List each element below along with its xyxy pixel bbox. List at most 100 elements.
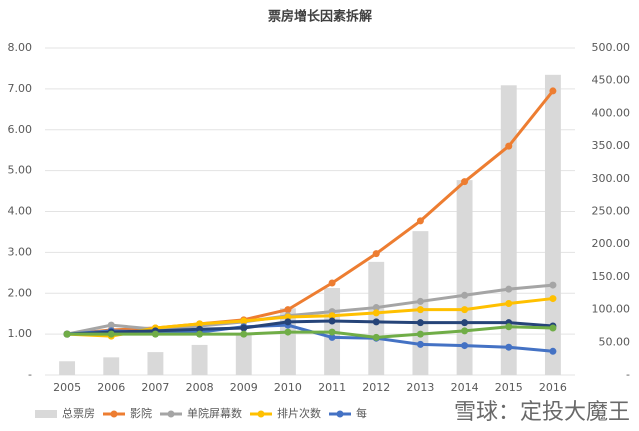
line — [66, 89, 555, 336]
x-tick-label: 2009 — [230, 381, 258, 394]
point — [461, 306, 469, 314]
point — [461, 291, 469, 299]
y2-tick-label: 100.00 — [592, 303, 631, 316]
point — [107, 330, 115, 338]
y-tick-label: 3.00 — [8, 245, 33, 258]
chart-title: 票房增长因素拆解 — [268, 9, 372, 25]
y-tick-label: 5.00 — [8, 164, 33, 177]
y2-tick-label: 200.00 — [592, 237, 631, 250]
x-tick-label: 2012 — [362, 381, 390, 394]
point — [151, 330, 159, 338]
legend-label: 排片次数 — [277, 406, 321, 420]
y2-tick-label: 400.00 — [592, 106, 631, 119]
bar — [59, 361, 76, 375]
point — [505, 285, 513, 293]
point — [505, 299, 513, 307]
y-tick-label: 4.00 — [8, 205, 33, 218]
x-tick-label: 2006 — [97, 381, 125, 394]
x-tick-label: 2007 — [141, 381, 169, 394]
point — [328, 279, 336, 287]
y-tick-label: - — [28, 368, 32, 381]
point — [196, 330, 204, 338]
point — [240, 330, 248, 338]
point — [505, 142, 513, 150]
point — [328, 317, 336, 325]
legend-swatch — [167, 410, 175, 418]
y2-tick-label: 450.00 — [592, 74, 631, 87]
bar — [147, 352, 164, 375]
x-tick-label: 2005 — [53, 381, 81, 394]
legend-label: 影院 — [130, 406, 152, 420]
x-tick-label: 2010 — [274, 381, 302, 394]
point — [284, 328, 292, 336]
point — [328, 333, 336, 341]
point — [505, 323, 513, 331]
y-tick-label: 6.00 — [8, 123, 33, 136]
legend-swatch — [35, 410, 57, 418]
bar — [235, 333, 252, 375]
legend-label: 单院屏幕数 — [187, 406, 242, 420]
point — [461, 342, 469, 350]
y2-tick-label: 150.00 — [592, 270, 631, 283]
point — [372, 304, 380, 312]
point — [416, 306, 424, 314]
bar — [500, 85, 517, 375]
point — [416, 340, 424, 348]
point — [372, 318, 380, 326]
legend-label: 每 — [356, 406, 367, 420]
point — [240, 317, 248, 325]
y-tick-label: 1.00 — [8, 327, 33, 340]
point — [372, 333, 380, 341]
y2-tick-label: 500.00 — [592, 41, 631, 54]
point — [416, 217, 424, 225]
line — [67, 297, 554, 338]
bar — [456, 180, 473, 375]
point — [372, 250, 380, 258]
point — [284, 306, 292, 314]
point — [461, 327, 469, 335]
x-tick-label: 2016 — [539, 381, 567, 394]
bar — [103, 357, 120, 375]
point — [196, 325, 204, 333]
legend-swatch — [257, 410, 265, 418]
line — [67, 325, 553, 339]
point — [549, 87, 557, 95]
y-tick-label: 2.00 — [8, 286, 33, 299]
y2-tick-label: 250.00 — [592, 205, 631, 218]
point — [284, 318, 292, 326]
point — [416, 297, 424, 305]
x-tick-label: 2011 — [318, 381, 346, 394]
point — [372, 309, 380, 317]
point — [196, 320, 204, 328]
watermark: 雪球：定投大魔王 — [454, 400, 630, 425]
y2-tick-label: 50.00 — [599, 335, 631, 348]
y-tick-label: 8.00 — [8, 41, 33, 54]
y-tick-label: 7.00 — [8, 82, 33, 95]
y2-tick-label: 350.00 — [592, 139, 631, 152]
x-tick-label: 2008 — [186, 381, 214, 394]
point — [549, 324, 557, 332]
point — [416, 330, 424, 338]
line — [66, 283, 554, 336]
point — [107, 321, 115, 329]
point — [549, 347, 557, 355]
bar — [191, 344, 208, 375]
point — [549, 281, 557, 289]
x-tick-label: 2013 — [406, 381, 434, 394]
point — [284, 313, 292, 321]
legend-label: 总票房 — [62, 406, 95, 420]
point — [461, 178, 469, 186]
legend-swatch — [110, 410, 118, 418]
y2-tick-label: 300.00 — [592, 172, 631, 185]
point — [63, 330, 71, 338]
point — [549, 295, 557, 303]
x-tick-label: 2014 — [451, 381, 479, 394]
legend-swatch — [336, 410, 344, 418]
point — [416, 319, 424, 327]
x-tick-label: 2015 — [495, 381, 523, 394]
line — [67, 319, 554, 336]
y2-tick-label: - — [626, 368, 630, 381]
point — [461, 319, 469, 327]
point — [328, 312, 336, 320]
